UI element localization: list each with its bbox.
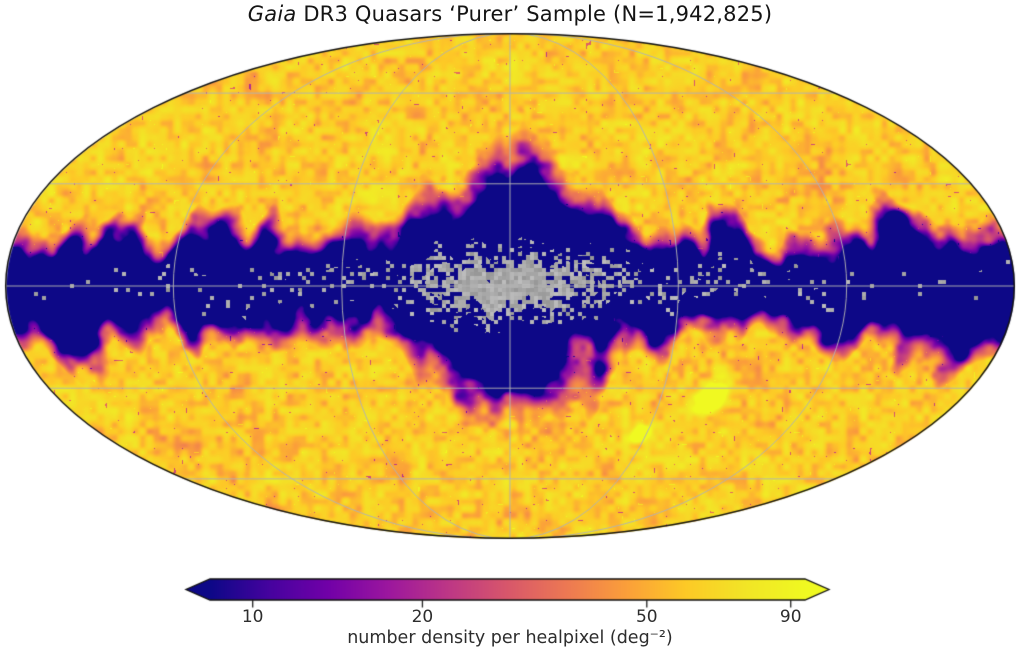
title-rest: DR3 Quasars ‘Purer’ Sample (N=1,942,825)	[296, 2, 773, 26]
colorbar-axis-label: number density per healpixel (deg⁻²)	[347, 628, 673, 648]
figure-title: Gaia DR3 Quasars ‘Purer’ Sample (N=1,942…	[0, 2, 1020, 26]
colorbar-tick-label: 50	[635, 607, 658, 627]
colorbar-canvas	[184, 576, 836, 609]
colorbar-tick-label: 90	[779, 607, 802, 627]
title-italic: Gaia	[247, 2, 297, 26]
colorbar-tick-label: 20	[411, 607, 434, 627]
colorbar-tick-label: 10	[241, 607, 264, 627]
allsky-map-canvas	[2, 32, 1018, 544]
